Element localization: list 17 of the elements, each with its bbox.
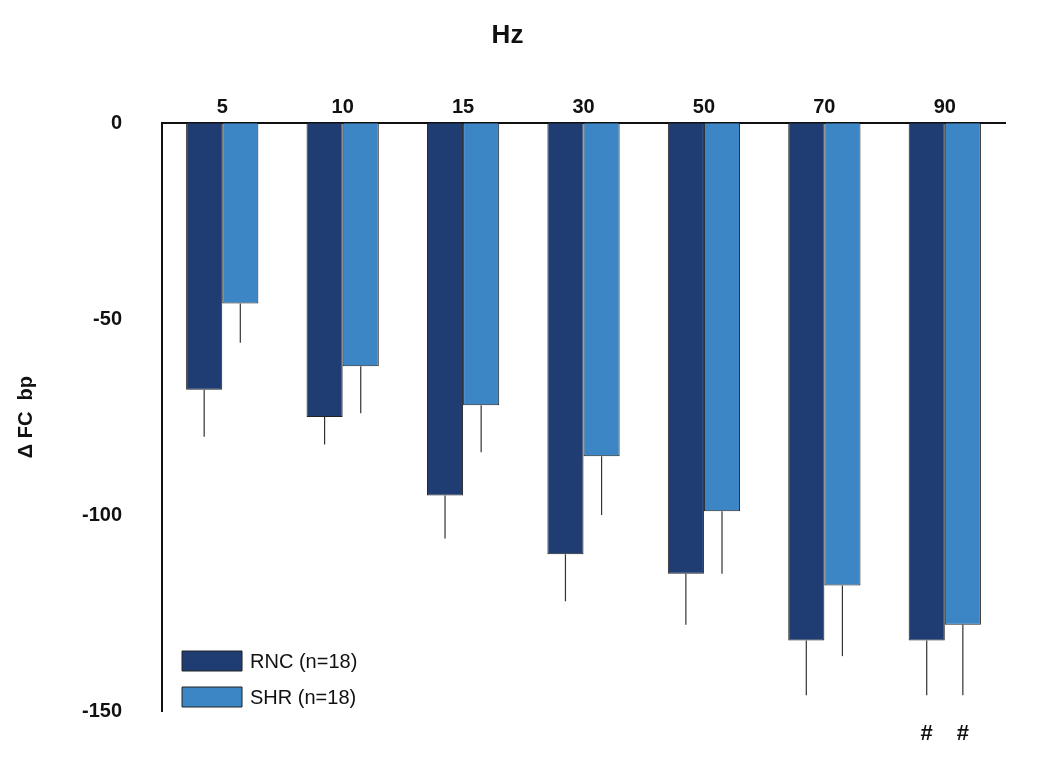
legend-label: SHR (n=18) (250, 685, 357, 708)
y-tick-label: -100 (82, 502, 123, 525)
text: # (956, 720, 969, 746)
x-tick-label: 30 (572, 94, 595, 117)
x-tick-label: 70 (813, 94, 836, 117)
x-tick-label: 10 (331, 94, 354, 117)
text: # (920, 720, 933, 746)
x-tick-label: 90 (933, 94, 956, 117)
legend-label: RNC (n=18) (250, 649, 358, 672)
y-tick-label: -50 (93, 306, 123, 329)
x-tick-label: 50 (692, 94, 716, 117)
y-axis-title: Δ FC bp (13, 376, 36, 459)
y-tick-label: 0 (110, 110, 123, 133)
x-tick-label: 15 (451, 94, 475, 117)
chart-title: Hz (491, 18, 524, 49)
y-tick-label: -150 (82, 698, 123, 721)
x-tick-label: 5 (216, 94, 228, 117)
